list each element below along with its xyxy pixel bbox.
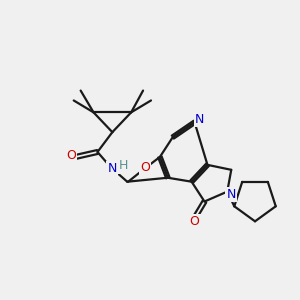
Text: N: N <box>108 162 117 175</box>
Text: N: N <box>195 113 204 126</box>
Text: O: O <box>66 149 76 162</box>
Text: H: H <box>118 159 128 172</box>
Text: O: O <box>190 215 200 228</box>
Text: O: O <box>140 161 150 174</box>
Text: N: N <box>226 188 236 201</box>
